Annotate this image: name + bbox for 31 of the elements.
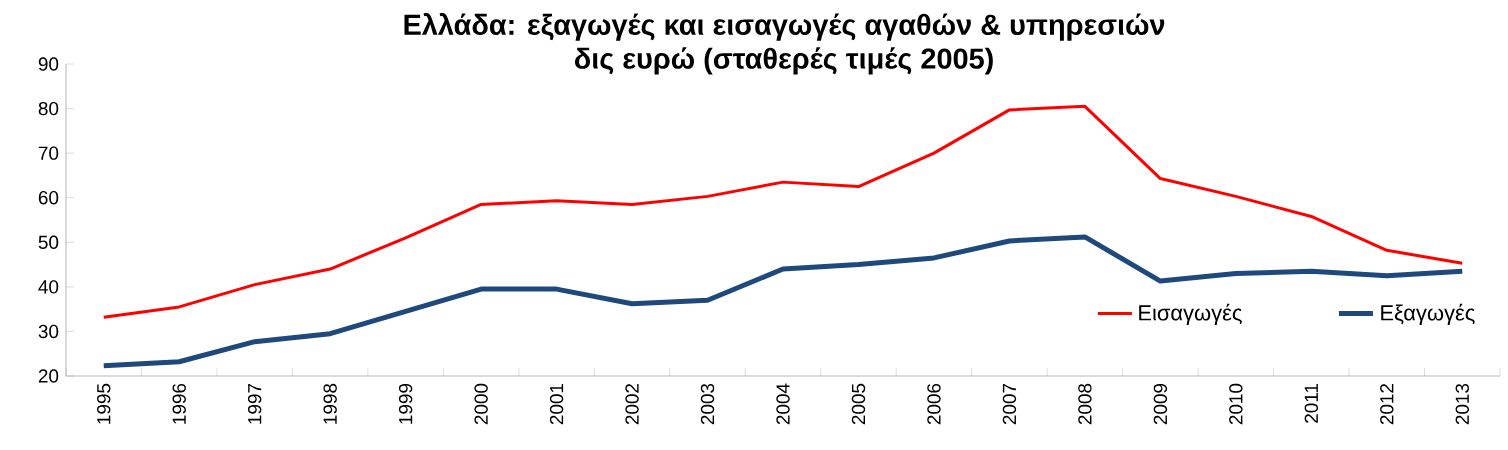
y-tick-label: 30 — [38, 324, 59, 339]
y-tick-label: 40 — [38, 280, 59, 294]
legend-label: Εξαγωγές — [1381, 303, 1475, 325]
x-tick-label: 2010 — [1229, 383, 1243, 425]
x-tick-label: 2002 — [625, 383, 639, 425]
x-tick-label: 2013 — [1455, 383, 1469, 425]
y-tick-label: 80 — [38, 101, 59, 116]
x-tick-label: 2008 — [1078, 383, 1092, 425]
x-tick-label: 2009 — [1153, 383, 1168, 425]
x-tick-label: 2001 — [549, 383, 564, 425]
x-tick-label: 2011 — [1304, 383, 1319, 423]
x-tick-label: 2005 — [851, 383, 866, 425]
y-tick-label: 50 — [38, 235, 59, 249]
y-tick-label: 60 — [38, 191, 59, 205]
x-tick-label: 1995 — [97, 383, 111, 424]
x-tick-label: 2003 — [700, 383, 715, 425]
legend-label: Εισαγωγές — [1139, 303, 1242, 325]
chart-title: Ελλάδα: εξαγωγές και εισαγωγές αγαθών & υπηρεσιών — [404, 13, 1165, 41]
x-tick-label: 2012 — [1380, 383, 1394, 425]
x-tick-label: 1997 — [247, 383, 262, 424]
x-tick-label: 2004 — [776, 383, 790, 425]
x-tick-label: 1999 — [398, 383, 413, 424]
y-tick-label: 20 — [38, 369, 59, 383]
x-tick-label: 2000 — [474, 383, 488, 425]
x-tick-label: 1998 — [323, 383, 337, 424]
x-tick-label: 2006 — [927, 383, 941, 425]
y-tick-label: 70 — [38, 146, 59, 160]
chart-subtitle: δις ευρώ (σταθερές τιμές 2005) — [574, 47, 993, 75]
y-tick-label: 90 — [38, 57, 59, 71]
x-tick-label: 2007 — [1002, 383, 1017, 425]
x-tick-label: 1996 — [172, 383, 186, 424]
